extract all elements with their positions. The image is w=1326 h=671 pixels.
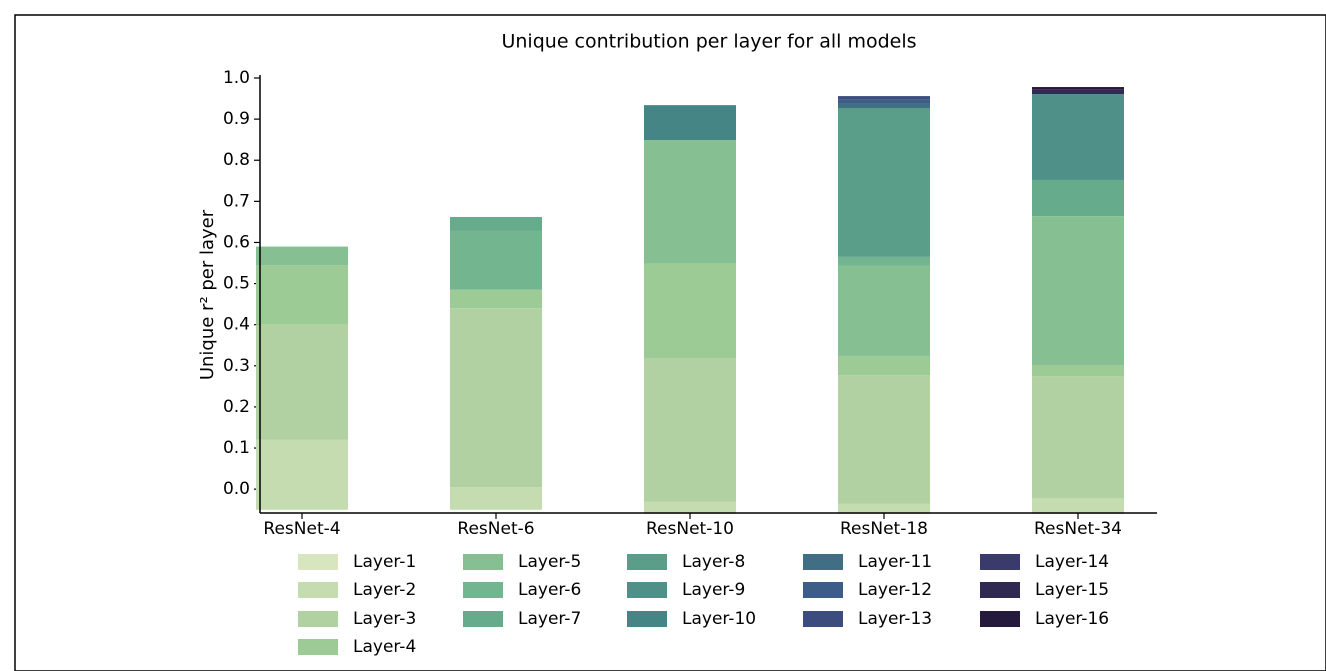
bar-segment xyxy=(450,216,542,231)
bar-segment xyxy=(838,99,930,104)
bar-segment xyxy=(838,96,930,100)
bar-segment xyxy=(1032,498,1124,514)
legend-swatch xyxy=(803,611,843,627)
y-tick-label: 0.6 xyxy=(223,232,250,252)
legend-swatch xyxy=(627,611,667,627)
legend-swatch xyxy=(980,582,1020,598)
bar-segment xyxy=(450,289,542,309)
bar-segment xyxy=(838,503,930,514)
legend-label: Layer-6 xyxy=(518,580,581,600)
legend-label: Layer-11 xyxy=(858,552,932,572)
bar-segment xyxy=(644,263,736,359)
legend-label: Layer-2 xyxy=(353,580,416,600)
bar-segment xyxy=(256,246,348,266)
bar-segment xyxy=(838,256,930,266)
legend-swatch xyxy=(298,639,338,655)
x-tick-label: ResNet-6 xyxy=(457,519,534,539)
y-tick-label: 0.2 xyxy=(223,397,250,417)
bar-segment xyxy=(1032,364,1124,377)
legend-label: Layer-7 xyxy=(518,609,581,629)
y-axis-label: Unique r² per layer xyxy=(197,209,218,380)
bar-segment xyxy=(1032,376,1124,499)
bar-segment xyxy=(256,265,348,325)
bar-segment xyxy=(838,103,930,109)
bar-segment xyxy=(1032,94,1124,180)
legend-label: Layer-15 xyxy=(1035,580,1109,600)
x-tick-label: ResNet-18 xyxy=(840,519,928,539)
bar-segment xyxy=(838,108,930,257)
legend-label: Layer-1 xyxy=(353,552,416,572)
legend-label: Layer-3 xyxy=(353,609,416,629)
y-tick-label: 0.0 xyxy=(223,479,250,499)
legend-label: Layer-10 xyxy=(682,609,756,629)
bar-segment xyxy=(1032,89,1124,95)
legend-label: Layer-5 xyxy=(518,552,581,572)
legend-swatch xyxy=(803,554,843,570)
bar-segment xyxy=(256,439,348,510)
bar-segment xyxy=(644,501,736,514)
legend-label: Layer-16 xyxy=(1035,609,1109,629)
legend-label: Layer-9 xyxy=(682,580,745,600)
bar-segment xyxy=(1032,216,1124,365)
legend-label: Layer-14 xyxy=(1035,552,1109,572)
x-tick-label: ResNet-4 xyxy=(263,519,340,539)
legend-swatch xyxy=(980,554,1020,570)
chart-title: Unique contribution per layer for all mo… xyxy=(501,31,916,53)
x-tick-label: ResNet-10 xyxy=(646,519,734,539)
legend-swatch xyxy=(298,582,338,598)
bar-segment xyxy=(256,324,348,440)
bar-segment xyxy=(1032,87,1124,90)
y-tick-label: 0.1 xyxy=(223,438,250,458)
legend-swatch xyxy=(463,554,503,570)
legend-swatch xyxy=(463,611,503,627)
legend-swatch xyxy=(627,582,667,598)
y-tick-label: 0.8 xyxy=(223,150,250,170)
legend-swatch xyxy=(627,554,667,570)
y-tick-label: 1.0 xyxy=(223,68,250,88)
legend-swatch xyxy=(803,582,843,598)
legend-swatch xyxy=(298,554,338,570)
bar-segment xyxy=(644,358,736,502)
legend-swatch xyxy=(298,611,338,627)
bar-segment xyxy=(1032,179,1124,217)
bar-segment xyxy=(644,140,736,264)
bar-segment xyxy=(838,355,930,376)
bar-segment xyxy=(838,265,930,356)
bar-segment xyxy=(450,487,542,510)
bar-segment xyxy=(450,308,542,488)
legend-swatch xyxy=(463,582,503,598)
legend-label: Layer-12 xyxy=(858,580,932,600)
x-tick-label: ResNet-34 xyxy=(1034,519,1122,539)
y-tick-label: 0.5 xyxy=(223,274,250,294)
frame xyxy=(14,14,1326,671)
y-tick-label: 0.4 xyxy=(223,315,250,335)
y-tick-label: 0.3 xyxy=(223,356,250,376)
bar-segment xyxy=(838,375,930,504)
y-tick-label: 0.7 xyxy=(223,191,250,211)
legend-label: Layer-4 xyxy=(353,637,416,657)
legend-label: Layer-8 xyxy=(682,552,745,572)
bar-segment xyxy=(450,230,542,290)
y-tick-label: 0.9 xyxy=(223,109,250,129)
bar-segment xyxy=(644,105,736,141)
legend-swatch xyxy=(980,611,1020,627)
legend-label: Layer-13 xyxy=(858,609,932,629)
